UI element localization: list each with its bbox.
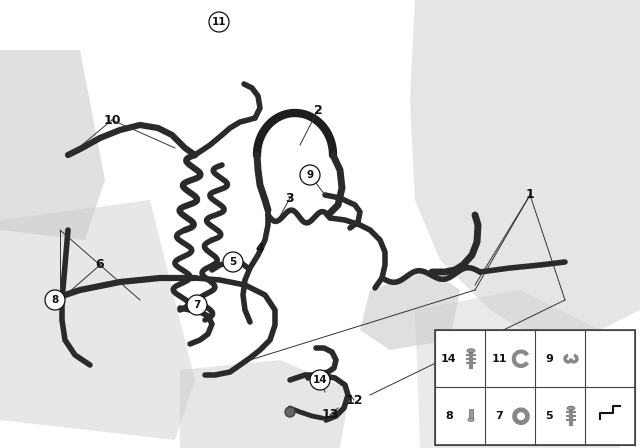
Polygon shape	[0, 50, 105, 240]
Text: 4: 4	[255, 241, 264, 254]
Text: 1: 1	[525, 189, 534, 202]
Circle shape	[310, 370, 330, 390]
Polygon shape	[360, 270, 460, 350]
Text: 13: 13	[321, 409, 339, 422]
Circle shape	[223, 252, 243, 272]
Text: 14: 14	[313, 375, 327, 385]
Text: 11: 11	[212, 17, 227, 27]
Polygon shape	[180, 360, 350, 448]
Text: 7: 7	[495, 411, 503, 421]
Circle shape	[300, 165, 320, 185]
Text: 7: 7	[193, 300, 201, 310]
Ellipse shape	[468, 418, 474, 422]
Polygon shape	[0, 200, 195, 440]
Polygon shape	[415, 290, 620, 448]
Bar	[468, 409, 474, 420]
Ellipse shape	[567, 406, 575, 410]
Text: 8: 8	[445, 411, 453, 421]
Bar	[435, 330, 635, 445]
Text: 8: 8	[51, 295, 59, 305]
Text: 6: 6	[96, 258, 104, 271]
Text: 14: 14	[441, 354, 457, 364]
Circle shape	[187, 295, 207, 315]
Circle shape	[209, 12, 229, 32]
Polygon shape	[410, 0, 640, 340]
Ellipse shape	[467, 349, 475, 353]
Circle shape	[45, 290, 65, 310]
Text: 11: 11	[492, 354, 507, 364]
Text: 12: 12	[345, 393, 363, 406]
Text: 5: 5	[545, 411, 553, 421]
Circle shape	[285, 407, 295, 417]
Text: 3: 3	[285, 191, 294, 204]
Text: 2: 2	[314, 103, 323, 116]
Text: 9: 9	[307, 170, 314, 180]
Text: 5: 5	[229, 257, 237, 267]
Text: 10: 10	[103, 113, 121, 126]
Text: 9: 9	[545, 354, 553, 364]
